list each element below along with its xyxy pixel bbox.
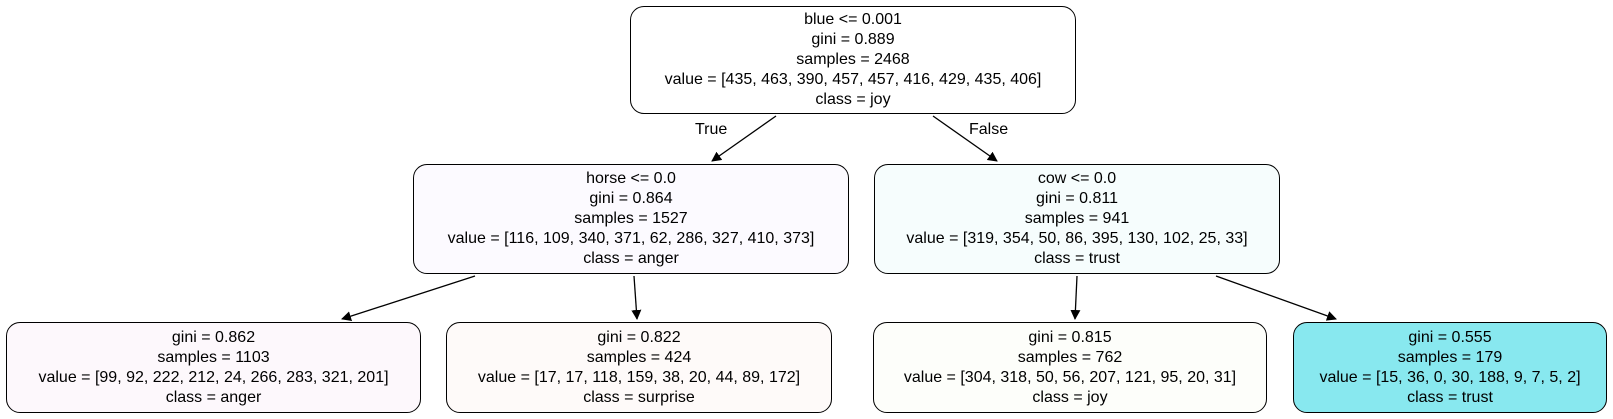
tree-leaf-right-right: gini = 0.555 samples = 179 value = [15, …: [1293, 322, 1607, 413]
tree-leaf-left-left: gini = 0.862 samples = 1103 value = [99,…: [6, 322, 421, 413]
edge-left-leftleft: [341, 275, 476, 321]
samples-count: samples = 762: [1017, 348, 1123, 366]
class-label: class = surprise: [583, 388, 695, 406]
value-array: value = [319, 354, 50, 86, 395, 130, 102…: [906, 230, 1248, 247]
tree-node-right: cow <= 0.0 gini = 0.811 samples = 941 va…: [874, 164, 1280, 274]
class-label: class = anger: [583, 250, 679, 267]
edge-label-false: False: [969, 121, 1009, 138]
split-condition: horse <= 0.0: [586, 170, 676, 187]
gini-value: gini = 0.889: [811, 31, 895, 48]
tree-leaf-right-left: gini = 0.815 samples = 762 value = [304,…: [873, 322, 1267, 413]
class-label: class = trust: [1034, 250, 1120, 267]
samples-count: samples = 2468: [796, 51, 910, 68]
class-label: class = anger: [165, 388, 262, 406]
edge-right-rightright: [1215, 275, 1337, 321]
tree-node-left: horse <= 0.0 gini = 0.864 samples = 1527…: [413, 164, 849, 274]
samples-count: samples = 1527: [574, 210, 688, 227]
gini-value: gini = 0.822: [597, 328, 681, 346]
tree-node-root: blue <= 0.001 gini = 0.889 samples = 246…: [630, 6, 1076, 114]
edge-label-true: True: [695, 121, 728, 138]
gini-value: gini = 0.811: [1036, 190, 1118, 207]
split-condition: blue <= 0.001: [804, 11, 902, 28]
value-array: value = [15, 36, 0, 30, 188, 9, 7, 5, 2]: [1319, 368, 1581, 386]
edge-root-left: [711, 115, 777, 162]
samples-count: samples = 179: [1397, 348, 1503, 366]
value-array: value = [99, 92, 222, 212, 24, 266, 283,…: [38, 368, 389, 386]
edge-left-leftright: [631, 275, 642, 320]
edge-root-right: [932, 115, 998, 162]
value-array: value = [17, 17, 118, 159, 38, 20, 44, 8…: [477, 368, 801, 386]
split-condition: cow <= 0.0: [1037, 170, 1117, 187]
gini-value: gini = 0.864: [589, 190, 673, 207]
value-array: value = [304, 318, 50, 56, 207, 121, 95,…: [903, 368, 1237, 386]
gini-value: gini = 0.555: [1408, 328, 1492, 346]
tree-leaf-left-right: gini = 0.822 samples = 424 value = [17, …: [446, 322, 832, 413]
samples-count: samples = 1103: [157, 348, 270, 366]
gini-value: gini = 0.815: [1028, 328, 1112, 346]
class-label: class = joy: [1032, 388, 1108, 406]
samples-count: samples = 941: [1024, 210, 1130, 227]
class-label: class = trust: [1407, 388, 1493, 406]
value-array: value = [435, 463, 390, 457, 457, 416, 4…: [664, 71, 1042, 88]
value-array: value = [116, 109, 340, 371, 62, 286, 32…: [447, 230, 815, 247]
gini-value: gini = 0.862: [171, 328, 256, 346]
samples-count: samples = 424: [586, 348, 692, 366]
edge-right-rightleft: [1070, 275, 1081, 320]
class-label: class = joy: [815, 91, 891, 108]
